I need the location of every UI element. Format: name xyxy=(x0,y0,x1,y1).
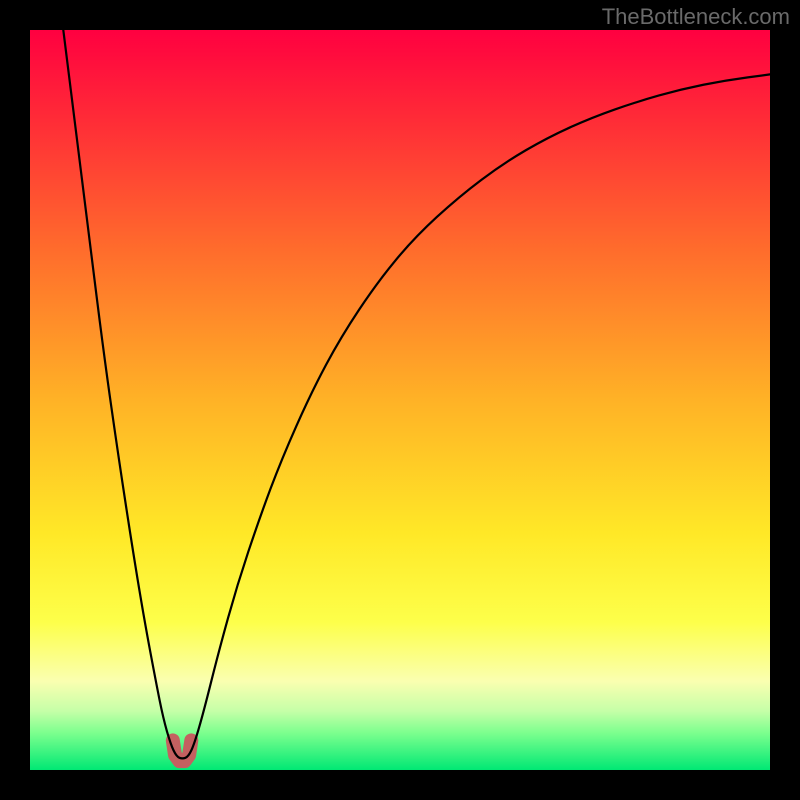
bottleneck-chart xyxy=(0,0,800,800)
watermark-text: TheBottleneck.com xyxy=(602,4,790,30)
chart-container: TheBottleneck.com xyxy=(0,0,800,800)
plot-background xyxy=(30,30,770,770)
